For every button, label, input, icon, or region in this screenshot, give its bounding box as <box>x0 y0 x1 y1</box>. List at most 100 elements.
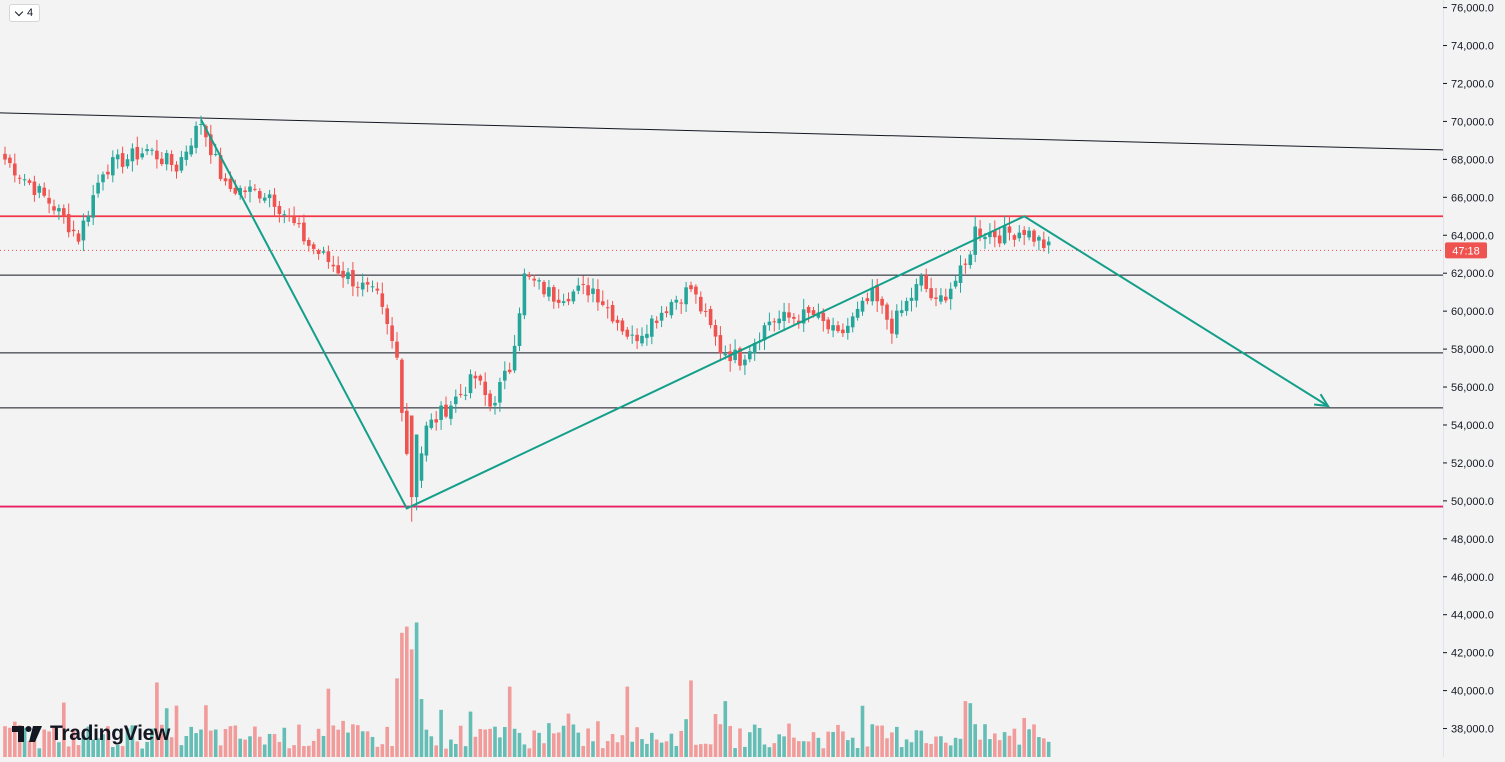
volume-bar <box>870 724 875 757</box>
volume-bar <box>444 748 448 757</box>
candle-body <box>738 348 742 366</box>
candle-body <box>615 319 620 323</box>
candle-body <box>253 188 257 190</box>
descending-trend-line <box>0 112 1444 151</box>
candle-body <box>1032 230 1036 242</box>
countdown-badge <box>1445 242 1487 259</box>
price-tick-label: 40,000.0 <box>1451 686 1494 698</box>
volume-bar <box>316 728 321 757</box>
volume-bar <box>919 730 924 757</box>
candle-body <box>434 419 438 423</box>
candle-body <box>708 308 713 326</box>
candle-body <box>596 289 600 303</box>
volume-bar <box>846 740 850 757</box>
volume-bar <box>3 726 7 757</box>
candle-body <box>307 240 311 246</box>
volume-bar <box>1046 741 1051 757</box>
price-tick-label: 52,000.0 <box>1451 458 1494 470</box>
candle-body <box>385 308 389 324</box>
candle-body <box>468 374 473 394</box>
candle-body <box>542 282 546 295</box>
volume-bar <box>772 743 777 757</box>
candle-body <box>694 286 698 295</box>
volume-bar <box>385 726 389 757</box>
candle-body <box>767 321 772 326</box>
candle-body <box>571 291 576 302</box>
volume-bar <box>757 728 762 757</box>
volume-bar <box>449 739 453 757</box>
candle-body <box>664 311 669 314</box>
volume-bar <box>282 727 287 757</box>
candle-body <box>135 146 140 160</box>
candle-body <box>150 149 154 151</box>
countdown-label: 47:18 <box>1452 245 1480 257</box>
candle-body <box>806 306 811 313</box>
volume-bar <box>875 725 879 757</box>
volume-bar <box>885 738 889 757</box>
candle-body <box>895 310 899 335</box>
volume-bar <box>483 729 487 757</box>
volume-bar <box>321 735 326 757</box>
candle-body <box>351 270 355 287</box>
volume-bar <box>204 705 208 757</box>
candle-body <box>47 197 51 204</box>
volume-bar <box>659 742 664 757</box>
volume-bar <box>645 743 649 757</box>
volume-bar <box>32 729 37 757</box>
volume-bar <box>561 725 566 757</box>
volume-bar <box>174 705 179 757</box>
volume-bar <box>346 732 350 757</box>
volume-bar <box>571 724 576 757</box>
volume-bar <box>860 705 865 757</box>
volume-bar <box>331 725 336 757</box>
candle-body <box>679 302 683 304</box>
candle-body <box>336 265 340 274</box>
candle-body <box>659 312 664 321</box>
volume-bar <box>596 721 600 757</box>
price-tick-label: 70,000.0 <box>1451 116 1494 128</box>
candle-body <box>125 159 130 167</box>
candle-body <box>414 434 419 498</box>
volume-bar <box>694 744 698 757</box>
volume-bar <box>164 708 169 757</box>
volume-bar <box>880 725 884 757</box>
indicator-collapse-button[interactable]: 4 <box>9 4 41 22</box>
candle-body <box>204 125 208 138</box>
volume-bar <box>630 741 634 757</box>
candle-body <box>42 187 46 196</box>
candle-body <box>1037 236 1041 241</box>
volume-bar <box>52 726 56 757</box>
candle-body <box>870 287 875 302</box>
volume-bar <box>228 726 233 757</box>
tradingview-logo[interactable]: TradingView <box>12 722 170 746</box>
candle-body <box>909 297 914 301</box>
volume-bar <box>586 728 590 757</box>
volume-bar <box>439 709 443 757</box>
candle-body <box>978 228 982 237</box>
volume-bar <box>326 688 331 757</box>
volume-bar <box>375 746 380 757</box>
candles <box>3 115 1051 522</box>
candle-body <box>449 405 453 419</box>
volume-bar <box>625 686 630 757</box>
candle-body <box>948 288 953 300</box>
pattern-path <box>200 119 1329 510</box>
candle-body <box>826 319 830 330</box>
volume-bar <box>463 746 468 757</box>
candle-body <box>527 274 532 277</box>
volume-bar <box>890 732 894 757</box>
candle-body <box>179 157 184 171</box>
volume-bar <box>1037 737 1041 757</box>
candle-body <box>1017 232 1022 239</box>
volume-bar <box>253 726 257 757</box>
volume-bar <box>120 746 125 757</box>
candle-body <box>556 299 561 303</box>
candle-body <box>772 321 777 323</box>
volume-bar <box>635 727 639 757</box>
candle-body <box>645 333 649 338</box>
candle-body <box>419 453 424 481</box>
volume-bar <box>390 746 394 757</box>
candle-body <box>552 287 556 302</box>
